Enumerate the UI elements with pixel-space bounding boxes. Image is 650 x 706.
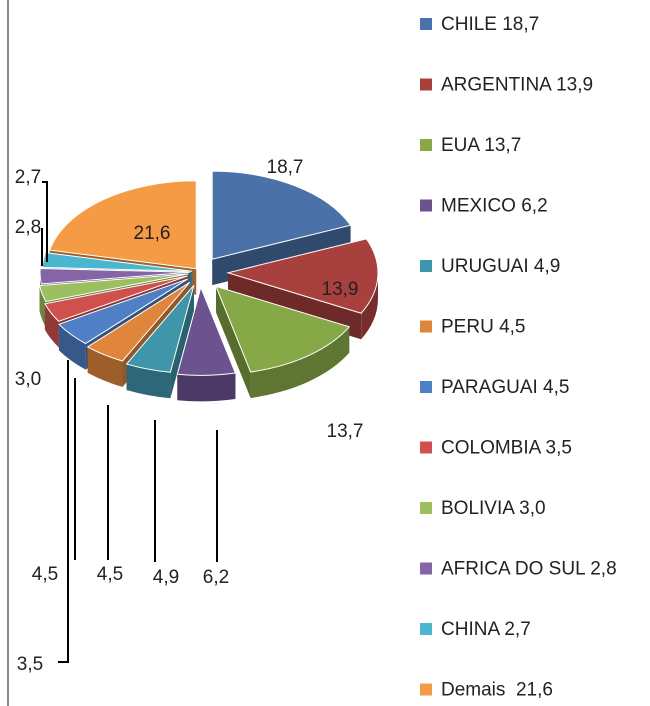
slice: [86, 281, 191, 362]
legend-swatch: [420, 260, 432, 272]
data-label: 13,9: [322, 279, 359, 300]
legend-label: PARAGUAI 4,5: [441, 377, 569, 398]
legend-swatch: [420, 502, 432, 514]
slice: [38, 273, 189, 303]
data-label: 6,2: [203, 567, 229, 588]
legend-label: URUGUAI 4,9: [441, 256, 560, 277]
legend-swatch: [420, 18, 432, 30]
slice: [226, 238, 379, 314]
legend-label: MEXICO 6,2: [441, 196, 548, 217]
slice: [58, 278, 188, 345]
data-label: 13,7: [327, 421, 364, 442]
data-label: 4,9: [153, 567, 179, 588]
legend-label: CHINA 2,7: [441, 619, 531, 640]
slice-side: [361, 272, 378, 340]
slice: [211, 170, 352, 260]
slice-side: [177, 373, 236, 402]
data-label: 2,8: [15, 217, 41, 238]
data-label: 21,6: [134, 223, 171, 244]
slice: [39, 267, 191, 285]
legend-swatch: [420, 320, 432, 333]
data-label: 3,0: [15, 369, 41, 390]
legend-swatch: [420, 139, 432, 151]
legend-swatch: [420, 441, 432, 454]
legend-label: COLOMBIA 3,5: [441, 438, 572, 459]
leader-line: [42, 181, 48, 262]
legend-label: ARGENTINA 13,9: [441, 75, 593, 96]
slice: [44, 275, 188, 322]
legend-swatch: [420, 562, 432, 575]
data-label: 2,7: [15, 167, 41, 188]
data-label: 4,5: [32, 564, 58, 585]
slice: [125, 285, 195, 373]
slice-wall: [216, 286, 251, 398]
data-label: 3,5: [17, 654, 43, 675]
slice: [176, 285, 237, 376]
legend-label: AFRICA DO SUL 2,8: [441, 559, 617, 580]
slice: [215, 285, 351, 373]
legend-label: EUA 13,7: [441, 135, 521, 156]
slice-side: [126, 363, 171, 399]
slice: [41, 252, 193, 272]
data-label: 18,7: [267, 157, 304, 178]
legend-swatch: [420, 381, 432, 393]
slice-side: [44, 303, 59, 348]
legend-swatch: [420, 199, 432, 212]
slice: [48, 180, 197, 270]
legend-label: CHILE 18,7: [441, 14, 539, 35]
legend-swatch: [420, 683, 432, 696]
legend-label: BOLIVIA 3,0: [441, 498, 546, 519]
slice-side: [39, 285, 46, 328]
leader-line: [58, 360, 69, 663]
legend-swatch: [420, 623, 432, 635]
legend-label: Demais 21,6: [441, 680, 553, 701]
legend-swatch: [420, 78, 432, 91]
legend-label: PERU 4,5: [441, 317, 525, 338]
data-label: 4,5: [97, 564, 123, 585]
slice-side: [250, 326, 350, 398]
slice-side: [58, 324, 86, 370]
slice-side: [87, 346, 123, 388]
